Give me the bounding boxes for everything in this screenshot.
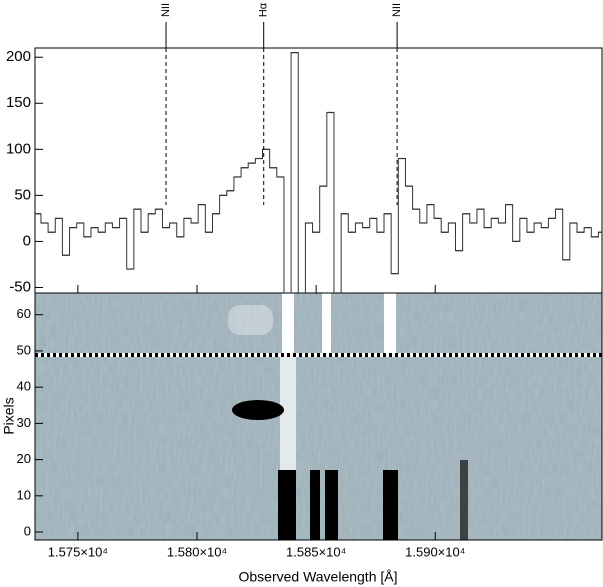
y-tick-label: 50 [14,186,31,203]
y-tick-label: 150 [6,94,31,111]
y-tick-label: 50 [17,342,31,357]
y-tick-label: 200 [6,48,31,65]
y-tick-label: 20 [17,451,31,466]
y-tick-label: 10 [17,487,31,502]
y-tick-label: 40 [17,379,31,394]
x-tick-label: 1.575×10⁴ [48,544,108,559]
y-tick-label: -50 [9,278,31,295]
annotation-label: NII [391,3,403,17]
annotation-label: NII [160,3,172,17]
annotation-label: Hα [258,2,270,17]
x-tick-label: 1.585×10⁴ [286,544,346,559]
frame [34,47,603,541]
y-tick-label: 30 [17,415,31,430]
x-tick-label: 1.590×10⁴ [405,544,465,559]
x-axis-label: Observed Wavelength [Å] [238,569,397,585]
spectrum [35,52,602,293]
y-tick-label: 0 [23,232,31,249]
step-outline [35,52,602,293]
y-tick-label: 0 [24,523,31,538]
x-tick-label: 1.580×10⁴ [167,544,227,559]
y-tick-label: 100 [6,140,31,157]
y-axis-label: Pixels [1,397,17,434]
y-tick-label: 60 [17,306,31,321]
image-panel [35,293,602,540]
